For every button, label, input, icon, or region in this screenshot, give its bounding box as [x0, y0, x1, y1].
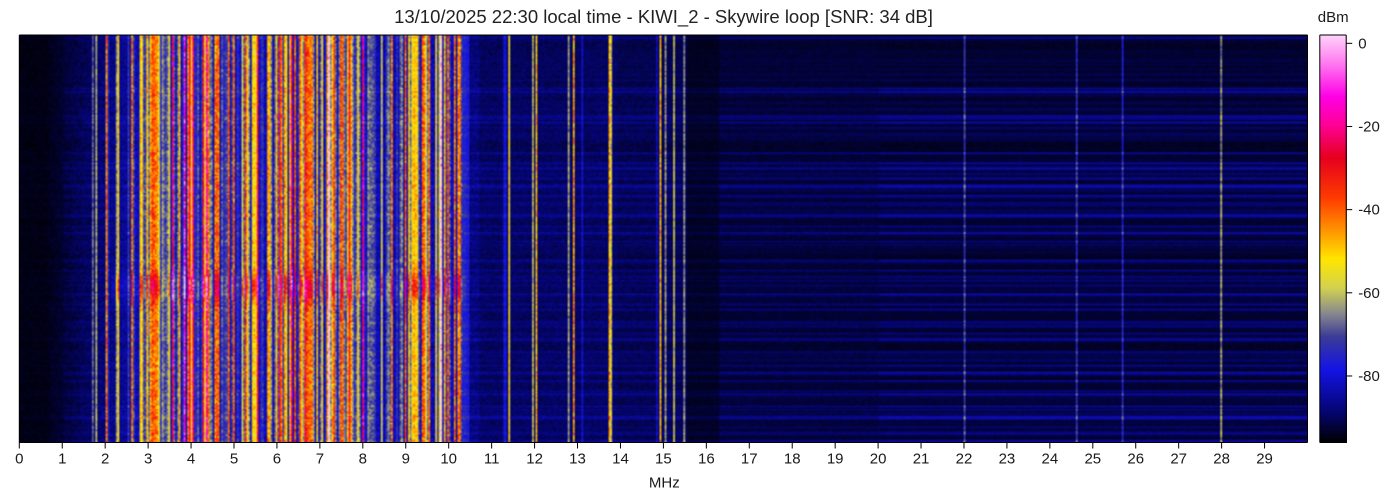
svg-text:20: 20 — [870, 451, 887, 468]
svg-text:14: 14 — [612, 451, 629, 468]
svg-text:11: 11 — [484, 451, 500, 468]
svg-text:8: 8 — [359, 451, 367, 468]
svg-text:-40: -40 — [1358, 202, 1380, 219]
svg-text:26: 26 — [1127, 451, 1144, 468]
svg-text:21: 21 — [913, 451, 930, 468]
svg-text:0: 0 — [1358, 35, 1366, 52]
svg-text:16: 16 — [698, 451, 715, 468]
svg-text:23: 23 — [999, 451, 1016, 468]
svg-text:10: 10 — [440, 451, 457, 468]
svg-text:0: 0 — [15, 451, 23, 468]
svg-text:12: 12 — [526, 451, 543, 468]
svg-text:5: 5 — [230, 451, 238, 468]
svg-text:-80: -80 — [1358, 368, 1380, 385]
svg-text:25: 25 — [1084, 451, 1101, 468]
svg-text:dBm: dBm — [1318, 9, 1349, 26]
svg-text:29: 29 — [1256, 451, 1273, 468]
svg-text:7: 7 — [316, 451, 324, 468]
svg-text:9: 9 — [402, 451, 410, 468]
svg-text:18: 18 — [784, 451, 801, 468]
svg-text:13: 13 — [569, 451, 586, 468]
svg-text:15: 15 — [655, 451, 672, 468]
svg-text:4: 4 — [187, 451, 195, 468]
svg-text:22: 22 — [956, 451, 973, 468]
svg-text:-20: -20 — [1358, 118, 1380, 135]
svg-text:2: 2 — [101, 451, 109, 468]
svg-text:27: 27 — [1170, 451, 1187, 468]
svg-text:17: 17 — [741, 451, 758, 468]
svg-text:24: 24 — [1042, 451, 1059, 468]
svg-text:3: 3 — [144, 451, 152, 468]
svg-text:28: 28 — [1213, 451, 1230, 468]
svg-text:MHz: MHz — [649, 475, 680, 492]
svg-text:-60: -60 — [1358, 285, 1380, 302]
svg-text:6: 6 — [273, 451, 281, 468]
svg-text:1: 1 — [58, 451, 66, 468]
svg-text:19: 19 — [827, 451, 844, 468]
